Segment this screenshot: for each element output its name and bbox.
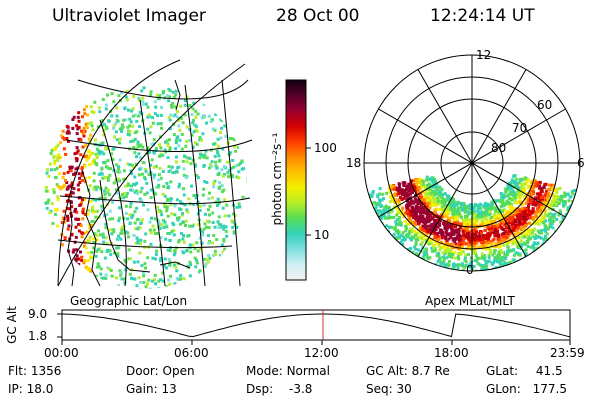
info-glat-label: GLat: <box>486 364 519 378</box>
info-seq-label: Seq: <box>366 382 393 396</box>
altitude-xtick-1200: 12:00 <box>304 346 339 360</box>
colorbar-label-100: 100 <box>314 141 337 155</box>
info-dsp-value: -3.8 <box>288 382 313 396</box>
info-ip-label: IP: <box>8 382 23 396</box>
info-seq-value: 30 <box>396 382 412 396</box>
mlt-label-12: 12 <box>476 48 492 62</box>
lat-label-70: 70 <box>512 121 528 135</box>
altitude-curve <box>61 313 571 338</box>
colorbar-label: photon cm⁻²s⁻¹ <box>270 132 284 226</box>
geo-aurora-image <box>44 86 247 289</box>
altitude-xticks <box>57 313 571 345</box>
info-glon-value: 177.5 <box>532 382 567 396</box>
info-seq: Seq: 30 <box>366 382 412 396</box>
altitude-xtick-1800: 18:00 <box>434 346 469 360</box>
altitude-xtick-0000: 00:00 <box>44 346 79 360</box>
info-gcalt: GC Alt: 8.7 Re <box>366 364 450 378</box>
polar-grid <box>363 54 581 272</box>
info-mode-label: Mode: <box>246 364 283 378</box>
info-flt-label: Flt: <box>8 364 27 378</box>
info-flt: Flt: 1356 <box>8 364 61 378</box>
mlt-label-0: 0 <box>466 263 474 277</box>
info-mode: Mode: Normal <box>246 364 330 378</box>
altitude-xtick-0600: 06:00 <box>174 346 209 360</box>
info-door: Door: Open <box>126 364 195 378</box>
mlt-label-6: 6 <box>577 156 585 170</box>
geo-panel <box>44 59 253 289</box>
polar-aurora-image <box>368 174 578 271</box>
instrument-title: Ultraviolet Imager <box>52 6 206 26</box>
geo-panel-label: Geographic Lat/Lon <box>70 294 188 308</box>
polar-panel <box>363 54 581 272</box>
colorbar-label-10: 10 <box>314 228 330 242</box>
altitude-plot-frame <box>61 309 571 341</box>
info-door-label: Door: <box>126 364 159 378</box>
date-title: 28 Oct 00 <box>276 6 360 26</box>
info-glon: GLon: 177.5 <box>486 382 567 396</box>
altitude-ytick-1.8: 1.8 <box>28 329 48 343</box>
info-door-value: Open <box>162 364 195 378</box>
geo-coastlines <box>67 79 191 287</box>
info-glat: GLat: 41.5 <box>486 364 563 378</box>
lat-label-80: 80 <box>491 141 507 155</box>
colorbar <box>285 79 311 281</box>
altitude-ylabel: GC Alt <box>5 306 19 344</box>
altitude-xtick-2359: 23:59 <box>550 346 585 360</box>
polar-panel-label: Apex MLat/MLT <box>425 294 515 308</box>
lat-label-60: 60 <box>537 98 553 112</box>
info-glon-label: GLon: <box>486 382 521 396</box>
info-gain: Gain: 13 <box>126 382 177 396</box>
info-gain-label: Gain: <box>126 382 158 396</box>
info-dsp-label: Dsp: <box>246 382 274 396</box>
info-gcalt-value: 8.7 Re <box>411 364 450 378</box>
mlt-label-18: 18 <box>346 156 362 170</box>
altitude-plot <box>57 309 571 345</box>
info-gcalt-label: GC Alt: <box>366 364 408 378</box>
altitude-ytick-9: 9.0 <box>28 307 48 321</box>
info-flt-value: 1356 <box>30 364 62 378</box>
info-gain-value: 13 <box>161 382 177 396</box>
info-dsp: Dsp: -3.8 <box>246 382 312 396</box>
info-ip-value: 18.0 <box>26 382 54 396</box>
geo-grid-lines <box>57 59 253 287</box>
polar-spoke <box>378 108 566 218</box>
colorbar-strip <box>285 79 307 281</box>
info-mode-value: Normal <box>286 364 330 378</box>
time-title: 12:24:14 UT <box>430 6 535 26</box>
info-ip: IP: 18.0 <box>8 382 53 396</box>
info-glat-value: 41.5 <box>535 364 563 378</box>
